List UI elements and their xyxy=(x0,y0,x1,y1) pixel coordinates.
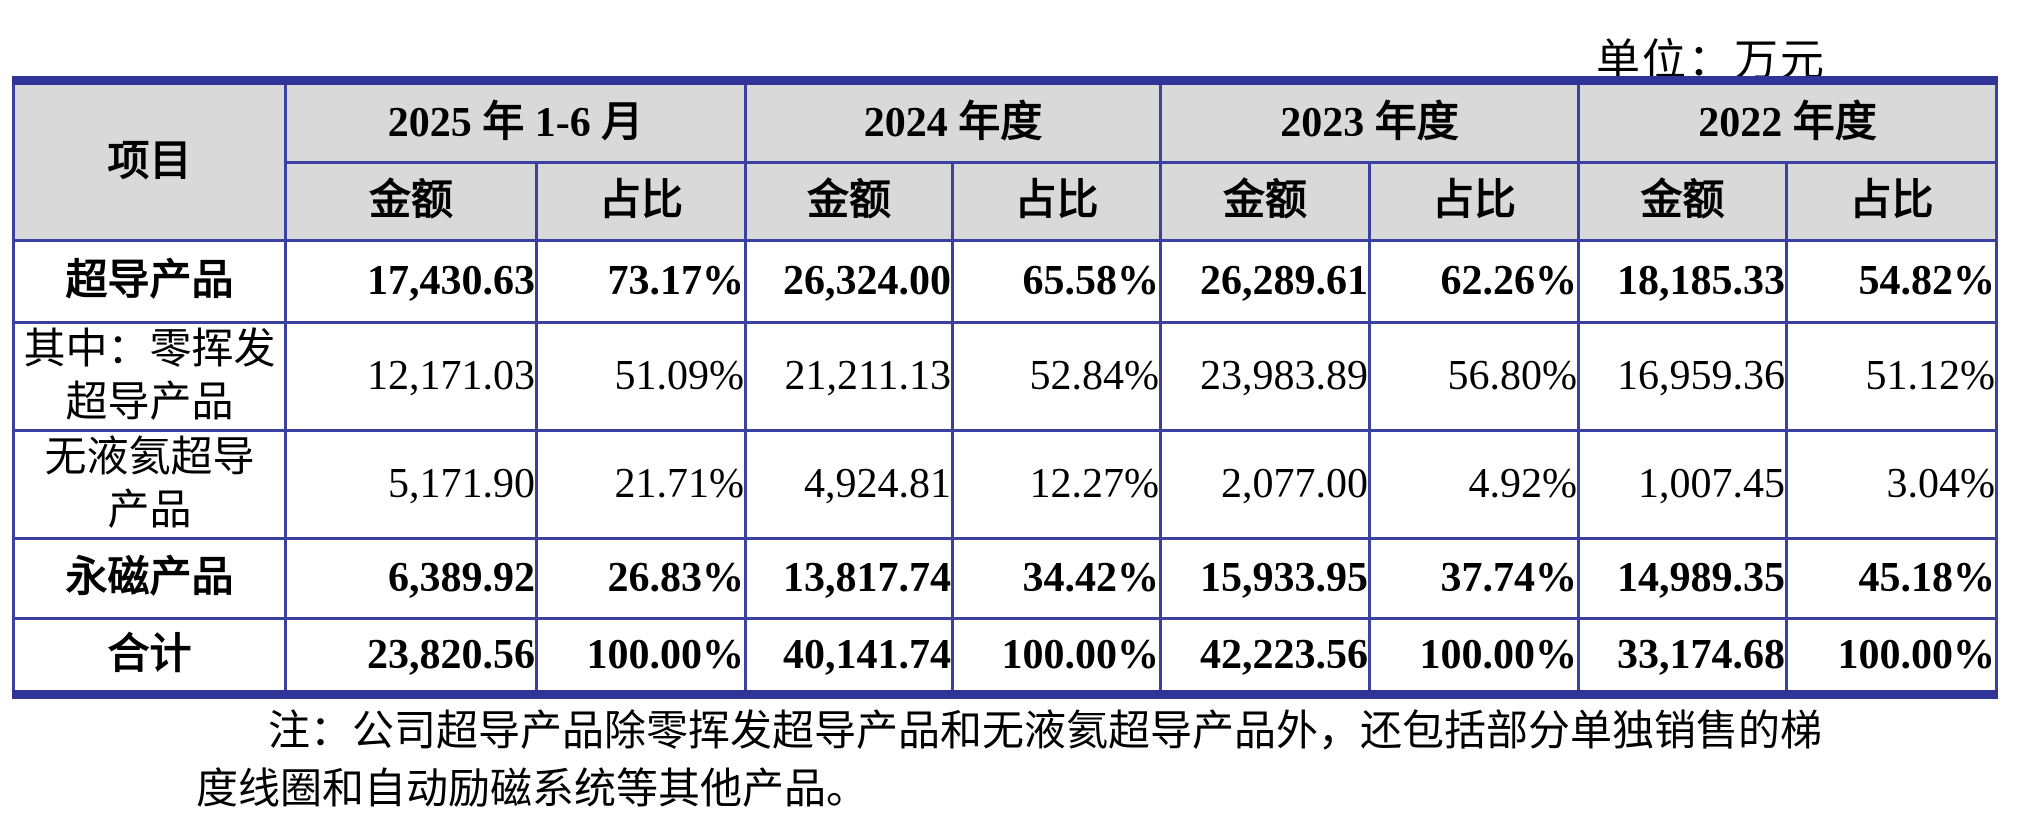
table-cell: 100.00% xyxy=(950,617,1163,696)
table-cell: 62.26% xyxy=(1368,239,1581,324)
table-cell: 21.71% xyxy=(535,429,747,540)
table-cell: 12,171.03 xyxy=(284,321,538,432)
table-cell: 26,289.61 xyxy=(1159,239,1372,324)
table-row-zero-boiloff: 其中：零挥发 超导产品 12,171.03 51.09% 21,211.13 5… xyxy=(12,321,1999,432)
table-cell: 2,077.00 xyxy=(1159,429,1372,540)
table-cell: 26.83% xyxy=(535,537,747,620)
header-item: 项目 xyxy=(12,79,287,242)
header-period-2024: 2024 年度 xyxy=(743,79,1163,164)
subheader-amount: 金额 xyxy=(1159,161,1372,242)
row-label: 合计 xyxy=(12,617,287,696)
table-cell: 45.18% xyxy=(1785,537,1999,620)
table-row-permanent-magnet: 永磁产品 6,389.92 26.83% 13,817.74 34.42% 15… xyxy=(12,537,1999,620)
table-cell: 3.04% xyxy=(1785,429,1999,540)
table-cell: 16,959.36 xyxy=(1577,321,1789,432)
revenue-breakdown-table: 项目 2025 年 1-6 月 2024 年度 2023 年度 2022 年度 … xyxy=(12,76,1999,699)
table-cell: 52.84% xyxy=(950,321,1163,432)
table-cell: 51.12% xyxy=(1785,321,1999,432)
table-cell: 23,820.56 xyxy=(284,617,538,696)
header-period-2025: 2025 年 1-6 月 xyxy=(284,79,747,164)
subheader-ratio: 占比 xyxy=(535,161,747,242)
table-cell: 4,924.81 xyxy=(744,429,954,540)
subheader-ratio: 占比 xyxy=(950,161,1163,242)
table-cell: 33,174.68 xyxy=(1577,617,1789,696)
table-cell: 65.58% xyxy=(950,239,1163,324)
table-cell: 73.17% xyxy=(535,239,747,324)
table-cell: 56.80% xyxy=(1368,321,1581,432)
row-label: 无液氦超导 产品 xyxy=(12,429,287,540)
subheader-amount: 金额 xyxy=(284,161,538,242)
table-row-helium-free: 无液氦超导 产品 5,171.90 21.71% 4,924.81 12.27%… xyxy=(12,429,1999,540)
table-cell: 14,989.35 xyxy=(1577,537,1789,620)
table-cell: 5,171.90 xyxy=(284,429,538,540)
table-cell: 15,933.95 xyxy=(1159,537,1372,620)
header-row-subheaders: 金额 占比 金额 占比 金额 占比 金额 占比 xyxy=(14,161,1999,242)
subheader-ratio: 占比 xyxy=(1368,161,1581,242)
table-cell: 4.92% xyxy=(1368,429,1581,540)
table-cell: 21,211.13 xyxy=(744,321,954,432)
subheader-amount: 金额 xyxy=(1577,161,1789,242)
header-period-2023: 2023 年度 xyxy=(1159,79,1581,164)
table-cell: 18,185.33 xyxy=(1577,239,1789,324)
table-cell: 100.00% xyxy=(1785,617,1999,696)
table-cell: 12.27% xyxy=(950,429,1163,540)
table-cell: 17,430.63 xyxy=(284,239,538,324)
row-label: 超导产品 xyxy=(12,239,287,324)
table-cell: 23,983.89 xyxy=(1159,321,1372,432)
table-cell: 13,817.74 xyxy=(744,537,954,620)
subheader-amount: 金额 xyxy=(744,161,954,242)
table-cell: 42,223.56 xyxy=(1159,617,1372,696)
subheader-ratio: 占比 xyxy=(1785,161,1999,242)
table-cell: 40,141.74 xyxy=(744,617,954,696)
revenue-table-wrapper: 项目 2025 年 1-6 月 2024 年度 2023 年度 2022 年度 … xyxy=(12,76,1999,699)
row-label: 其中：零挥发 超导产品 xyxy=(12,321,287,432)
table-row-superconducting: 超导产品 17,430.63 73.17% 26,324.00 65.58% 2… xyxy=(12,239,1999,324)
table-cell: 26,324.00 xyxy=(744,239,954,324)
table-cell: 100.00% xyxy=(535,617,747,696)
table-cell: 100.00% xyxy=(1368,617,1581,696)
header-row-periods: 项目 2025 年 1-6 月 2024 年度 2023 年度 2022 年度 xyxy=(12,79,1999,242)
table-cell: 34.42% xyxy=(950,537,1163,620)
table-cell: 51.09% xyxy=(535,321,747,432)
table-cell: 37.74% xyxy=(1368,537,1581,620)
table-row-total: 合计 23,820.56 100.00% 40,141.74 100.00% 4… xyxy=(12,617,1999,696)
header-period-2022: 2022 年度 xyxy=(1577,79,1999,164)
row-label: 永磁产品 xyxy=(12,537,287,620)
table-cell: 54.82% xyxy=(1785,239,1999,324)
table-cell: 6,389.92 xyxy=(284,537,538,620)
footnote: 注：公司超导产品除零挥发超导产品和无液氦超导产品外，还包括部分单独销售的梯度线圈… xyxy=(196,709,1823,813)
table-cell: 1,007.45 xyxy=(1577,429,1789,540)
